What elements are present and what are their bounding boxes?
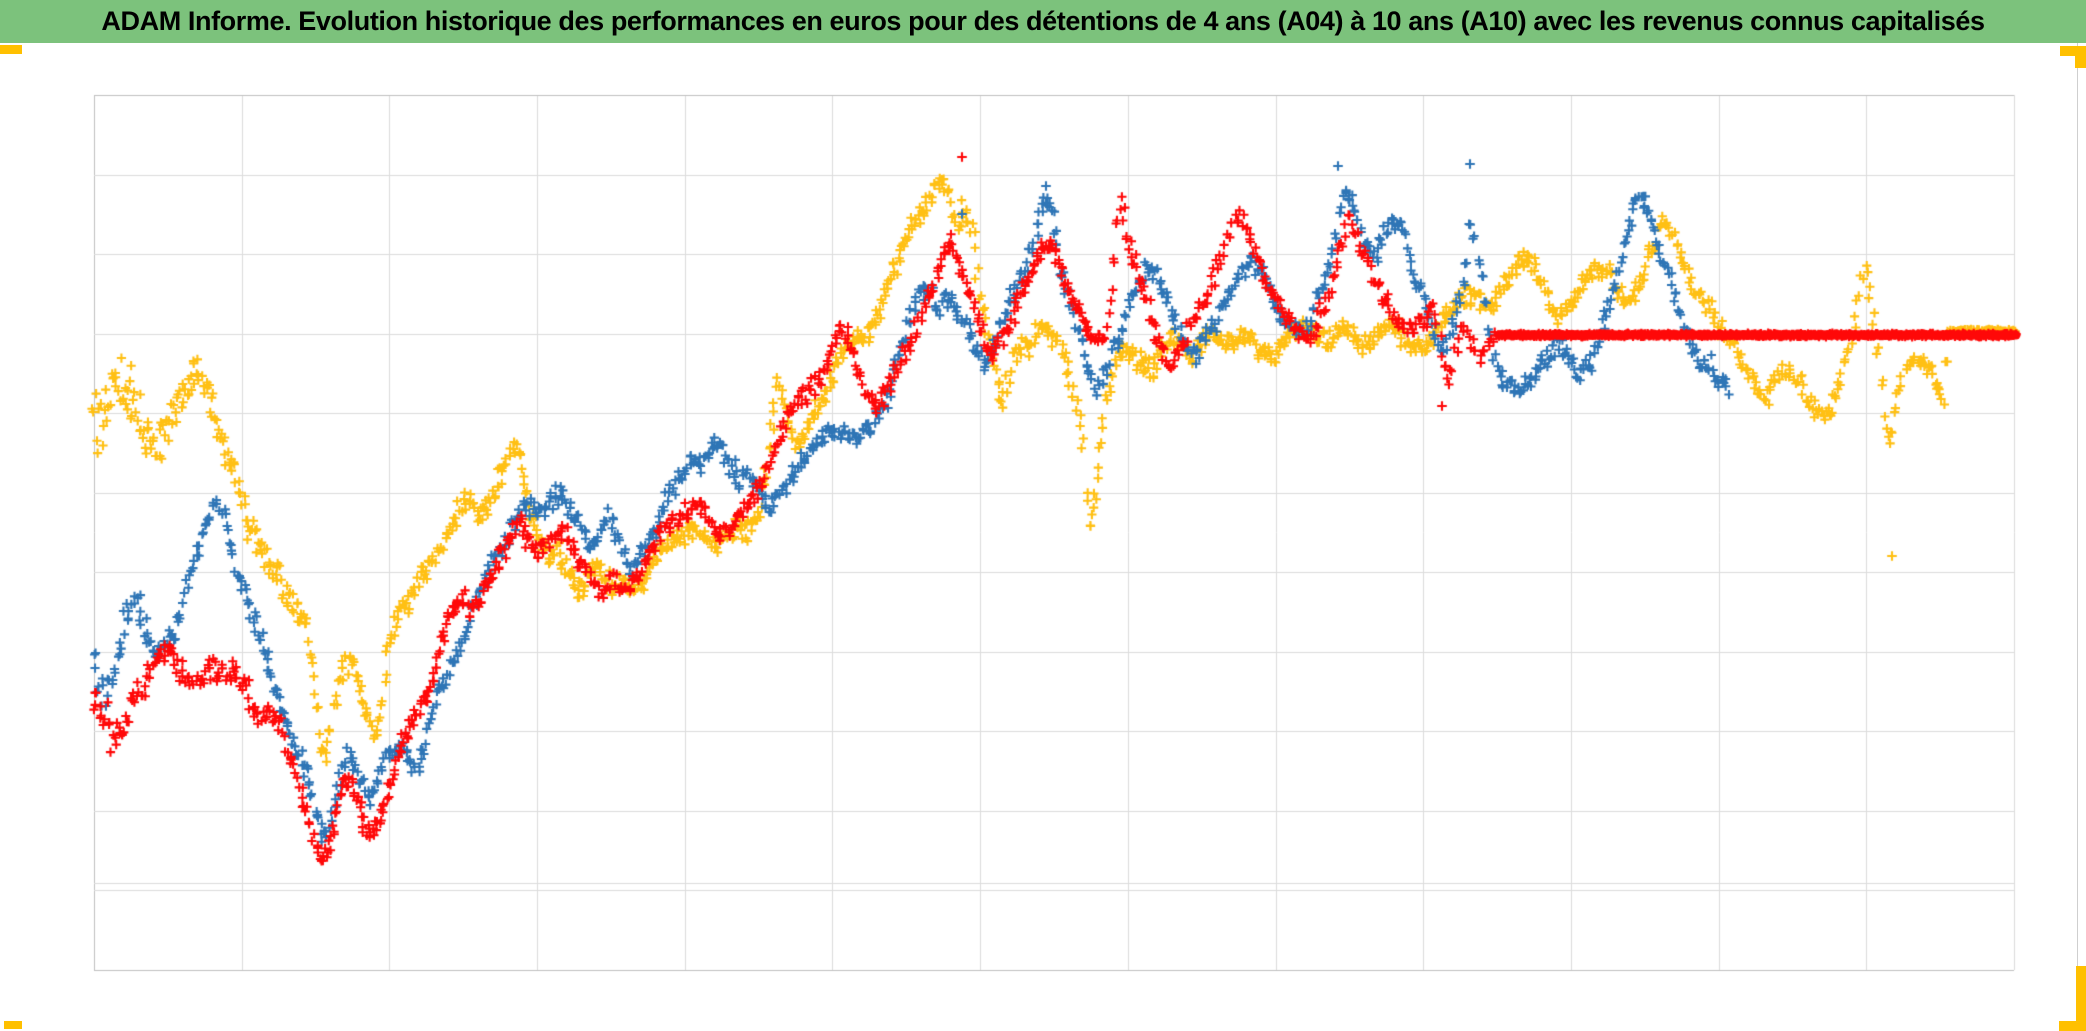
chart-title: ADAM Informe. Evolution historique des p… <box>101 6 1985 36</box>
corner-accent-bottom-right-horizontal <box>2059 1021 2086 1031</box>
corner-accent-bottom-right-vertical <box>2076 966 2086 1031</box>
corner-accent-bottom-left <box>4 1021 22 1029</box>
corner-accent-top-right-vertical <box>2075 46 2086 68</box>
title-bar: ADAM Informe. Evolution historique des p… <box>0 0 2086 43</box>
corner-accent-top-right-horizontal <box>2060 46 2086 56</box>
chart-object-right-border <box>2077 43 2078 1031</box>
corner-accent-top-left <box>0 45 22 54</box>
